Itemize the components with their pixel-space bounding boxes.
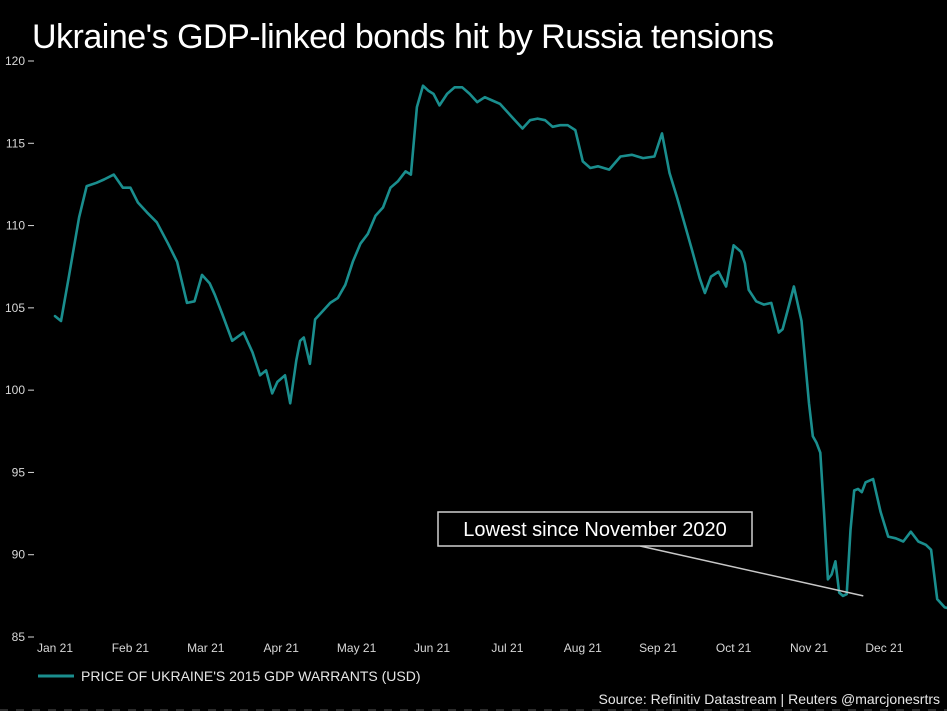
x-tick-label: Jan 21: [37, 641, 73, 655]
chart-title: Ukraine's GDP-linked bonds hit by Russia…: [32, 18, 774, 56]
y-tick-label: 85: [12, 630, 26, 644]
x-tick-label: May 21: [337, 641, 377, 655]
annotation-text: Lowest since November 2020: [463, 519, 726, 541]
y-tick-label: 120: [5, 54, 25, 68]
x-tick-label: Sep 21: [639, 641, 677, 655]
source-note: Source: Refinitiv Datastream | Reuters @…: [598, 691, 940, 707]
y-tick-label: 105: [5, 301, 25, 315]
x-tick-label: Apr 21: [264, 641, 300, 655]
series-layer: [53, 84, 947, 610]
annotation-leader-line: [639, 545, 864, 597]
y-tick-label: 95: [12, 465, 26, 479]
series-line: [53, 84, 947, 610]
annotation-box: [437, 511, 753, 547]
y-tick-label: 115: [6, 136, 25, 150]
x-tick-label: Oct 21: [716, 641, 752, 655]
x-tick-label: Dec 21: [865, 641, 903, 655]
x-tick-label: Feb 21: [112, 641, 150, 655]
x-tick-label: Jun 21: [414, 641, 450, 655]
x-axis: Jan 21 Feb 21 Mar 21 Apr 21 May 21 Jun 21 Jul …: [37, 641, 904, 655]
y-tick-label: 90: [12, 548, 26, 562]
legend: PRICE OF UKRAINE'S 2015 GDP WARRANTS (US…: [38, 668, 421, 684]
annotation: Lowest since November 2020: [437, 511, 864, 597]
y-tick-label: 100: [5, 383, 25, 397]
x-tick-label: Mar 21: [187, 641, 225, 655]
y-axis: 85 90 95 100 105 110 115 120: [5, 54, 34, 644]
x-tick-label: Aug 21: [564, 641, 602, 655]
legend-label: PRICE OF UKRAINE'S 2015 GDP WARRANTS (US…: [81, 668, 421, 684]
x-tick-label: Jul 21: [491, 641, 523, 655]
x-tick-label: Nov 21: [790, 641, 828, 655]
y-tick-label: 110: [6, 219, 25, 233]
